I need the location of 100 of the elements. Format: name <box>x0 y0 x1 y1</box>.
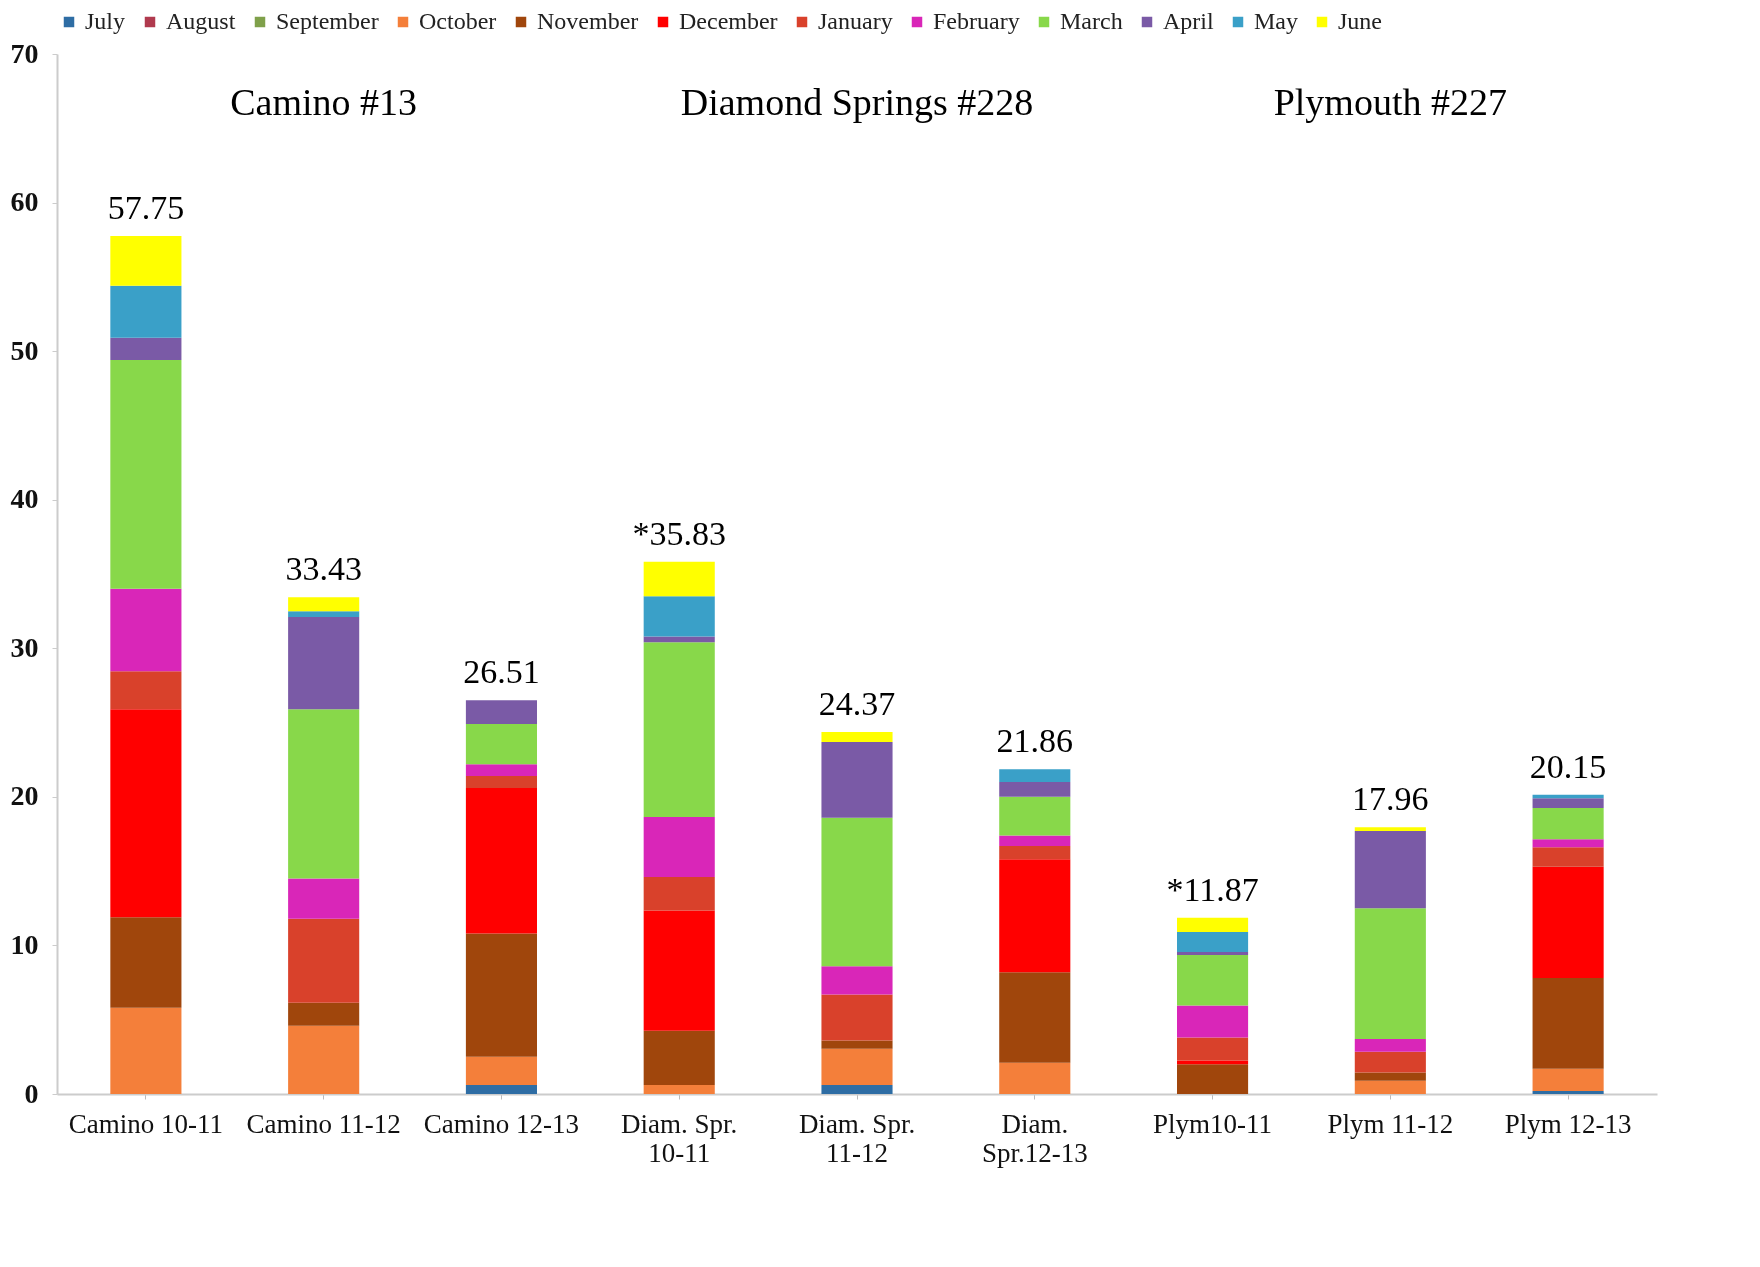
bar <box>821 741 893 818</box>
bar <box>1532 866 1604 979</box>
legend-label: September <box>276 8 379 34</box>
annotation: Camino #13 <box>230 81 418 123</box>
y-tick-label: 70 <box>10 37 39 69</box>
bar <box>465 1085 537 1094</box>
total-label: 57.75 <box>107 189 185 226</box>
y-tick-label: 40 <box>10 483 39 515</box>
total-label: 26.51 <box>463 653 540 691</box>
bar <box>821 1040 893 1049</box>
bar <box>643 1085 715 1094</box>
bar <box>288 1025 360 1094</box>
bar <box>1354 908 1426 1040</box>
legend-label: December <box>679 8 778 34</box>
total-label: 21.86 <box>996 722 1074 760</box>
legend-label: April <box>1163 8 1214 34</box>
total-label: *11.87 <box>1166 870 1259 908</box>
bar <box>821 966 893 995</box>
bar <box>465 764 537 777</box>
bar <box>465 776 537 788</box>
bar <box>288 597 360 612</box>
bar <box>1177 917 1249 933</box>
bar <box>999 835 1071 846</box>
bar <box>465 933 537 1057</box>
bar <box>288 617 360 710</box>
bar <box>643 910 715 1031</box>
bar <box>110 917 182 1008</box>
bar <box>288 611 360 618</box>
bar <box>110 709 182 918</box>
bar <box>110 588 182 672</box>
bar <box>110 285 182 338</box>
bar <box>465 787 537 934</box>
legend-label: March <box>1060 8 1123 34</box>
bar <box>1532 978 1604 1069</box>
bar <box>821 1085 893 1094</box>
bar <box>1177 955 1249 1006</box>
annotation: Diamond Springs #228 <box>680 81 1034 123</box>
legend-label: January <box>818 8 893 34</box>
total-label: *35.83 <box>632 514 726 552</box>
bar <box>1354 827 1426 832</box>
bar <box>288 709 360 879</box>
bar <box>1177 952 1249 956</box>
x-tick-label: Plym 11-12 <box>1327 1108 1454 1139</box>
bar <box>465 1056 537 1086</box>
bar <box>643 561 715 597</box>
total-label: 33.43 <box>285 550 362 588</box>
x-tick-label: Plym 12-13 <box>1504 1108 1632 1139</box>
bar <box>643 596 715 637</box>
bar <box>1354 1039 1426 1052</box>
bar <box>999 859 1071 973</box>
bar <box>1177 1064 1249 1094</box>
bar <box>1532 1068 1604 1092</box>
bar <box>1532 798 1604 808</box>
bar <box>1177 1037 1249 1061</box>
bar <box>1532 847 1604 867</box>
x-tick-label: Diam. Spr. 10-11 <box>621 1108 738 1168</box>
y-tick-label: 20 <box>10 780 39 812</box>
bar <box>1354 1051 1426 1073</box>
x-tick-label: Diam. Spr. 11-12 <box>798 1108 916 1168</box>
bar <box>1354 1080 1426 1094</box>
x-tick-label: Camino 10-11 <box>68 1108 224 1139</box>
bar <box>821 994 893 1041</box>
x-tick-label: Plym10-11 <box>1153 1108 1273 1139</box>
legend-label: October <box>419 8 497 34</box>
bar <box>110 337 182 361</box>
bar <box>643 877 715 911</box>
y-tick-label: 10 <box>10 928 39 960</box>
bar <box>288 918 360 1003</box>
legend-label: November <box>537 8 639 34</box>
bar <box>821 817 893 967</box>
y-tick-label: 50 <box>10 334 39 366</box>
bar <box>821 731 893 742</box>
bar <box>643 642 715 817</box>
bar <box>643 816 715 878</box>
y-tick-label: 30 <box>10 631 39 663</box>
total-label: 20.15 <box>1529 747 1607 785</box>
bar <box>110 1007 182 1094</box>
bar <box>999 845 1071 860</box>
annotation: Plymouth #227 <box>1273 81 1507 123</box>
x-tick-label: Camino 11-12 <box>246 1108 401 1139</box>
bar <box>999 796 1071 836</box>
bar <box>110 236 182 286</box>
bar <box>288 1002 360 1026</box>
bar <box>999 782 1071 797</box>
total-label: 17.96 <box>1352 780 1429 818</box>
legend-label: August <box>166 8 236 34</box>
bar <box>110 671 182 710</box>
bar <box>999 769 1071 782</box>
y-tick-label: 60 <box>10 186 39 218</box>
bar <box>643 636 715 643</box>
bar <box>1532 839 1604 848</box>
bar <box>110 360 182 589</box>
bar <box>1177 1005 1249 1038</box>
bar <box>1177 932 1249 953</box>
bar <box>1532 1091 1604 1094</box>
y-tick-label: 0 <box>24 1077 39 1109</box>
bar <box>999 972 1071 1063</box>
bar <box>999 1062 1071 1094</box>
bar <box>1354 1072 1426 1081</box>
bar <box>1354 831 1426 909</box>
